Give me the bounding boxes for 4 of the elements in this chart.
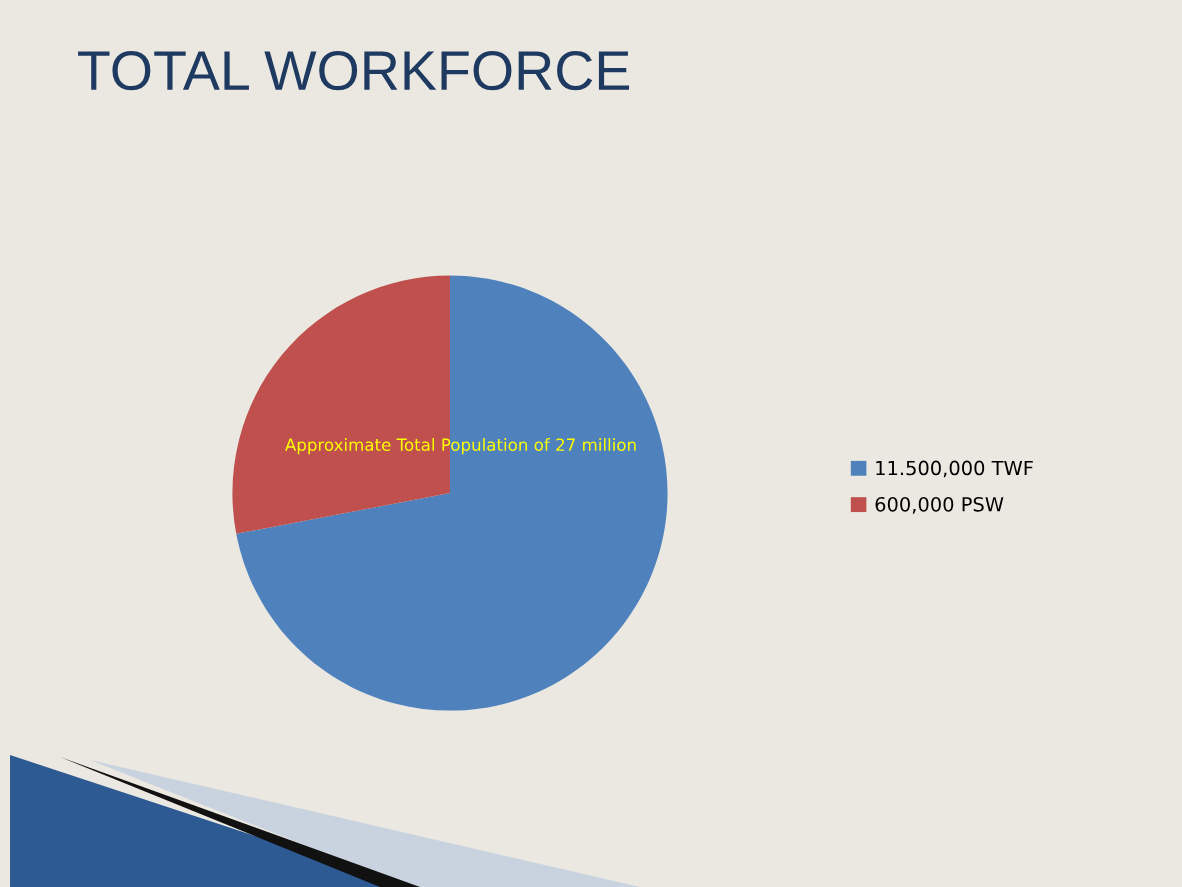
- pie-slice: [236, 275, 668, 711]
- legend-label: 600,000 PSW: [875, 496, 1004, 514]
- legend-label: 11.500,000 TWF: [876, 460, 1033, 478]
- chart-title: TOTAL WORKFORCE: [78, 50, 630, 91]
